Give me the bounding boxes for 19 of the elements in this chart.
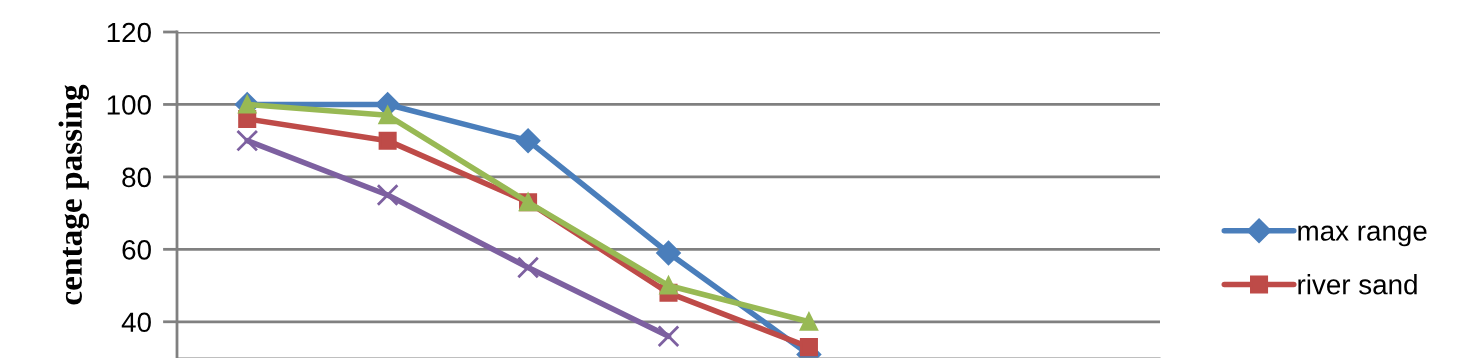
point: [656, 240, 681, 266]
point: [515, 128, 541, 153]
y-tick-label: 40: [121, 312, 151, 333]
y-tick-label: 80: [122, 167, 151, 188]
y-tick-label: 60: [122, 240, 151, 260]
point: [657, 325, 680, 348]
y-tick-label: 100: [107, 95, 151, 115]
point: [799, 338, 818, 357]
y-tick-label: 120: [107, 22, 151, 43]
legend-label: max range: [1298, 225, 1427, 247]
point: [658, 274, 679, 295]
point: [378, 131, 397, 150]
point: [376, 183, 399, 207]
point: [799, 312, 818, 331]
legend-label: river sand: [1298, 274, 1417, 295]
y-axis-title: centage passing: [58, 84, 89, 305]
point: [236, 129, 259, 152]
point: [516, 256, 540, 279]
point: [378, 106, 397, 125]
